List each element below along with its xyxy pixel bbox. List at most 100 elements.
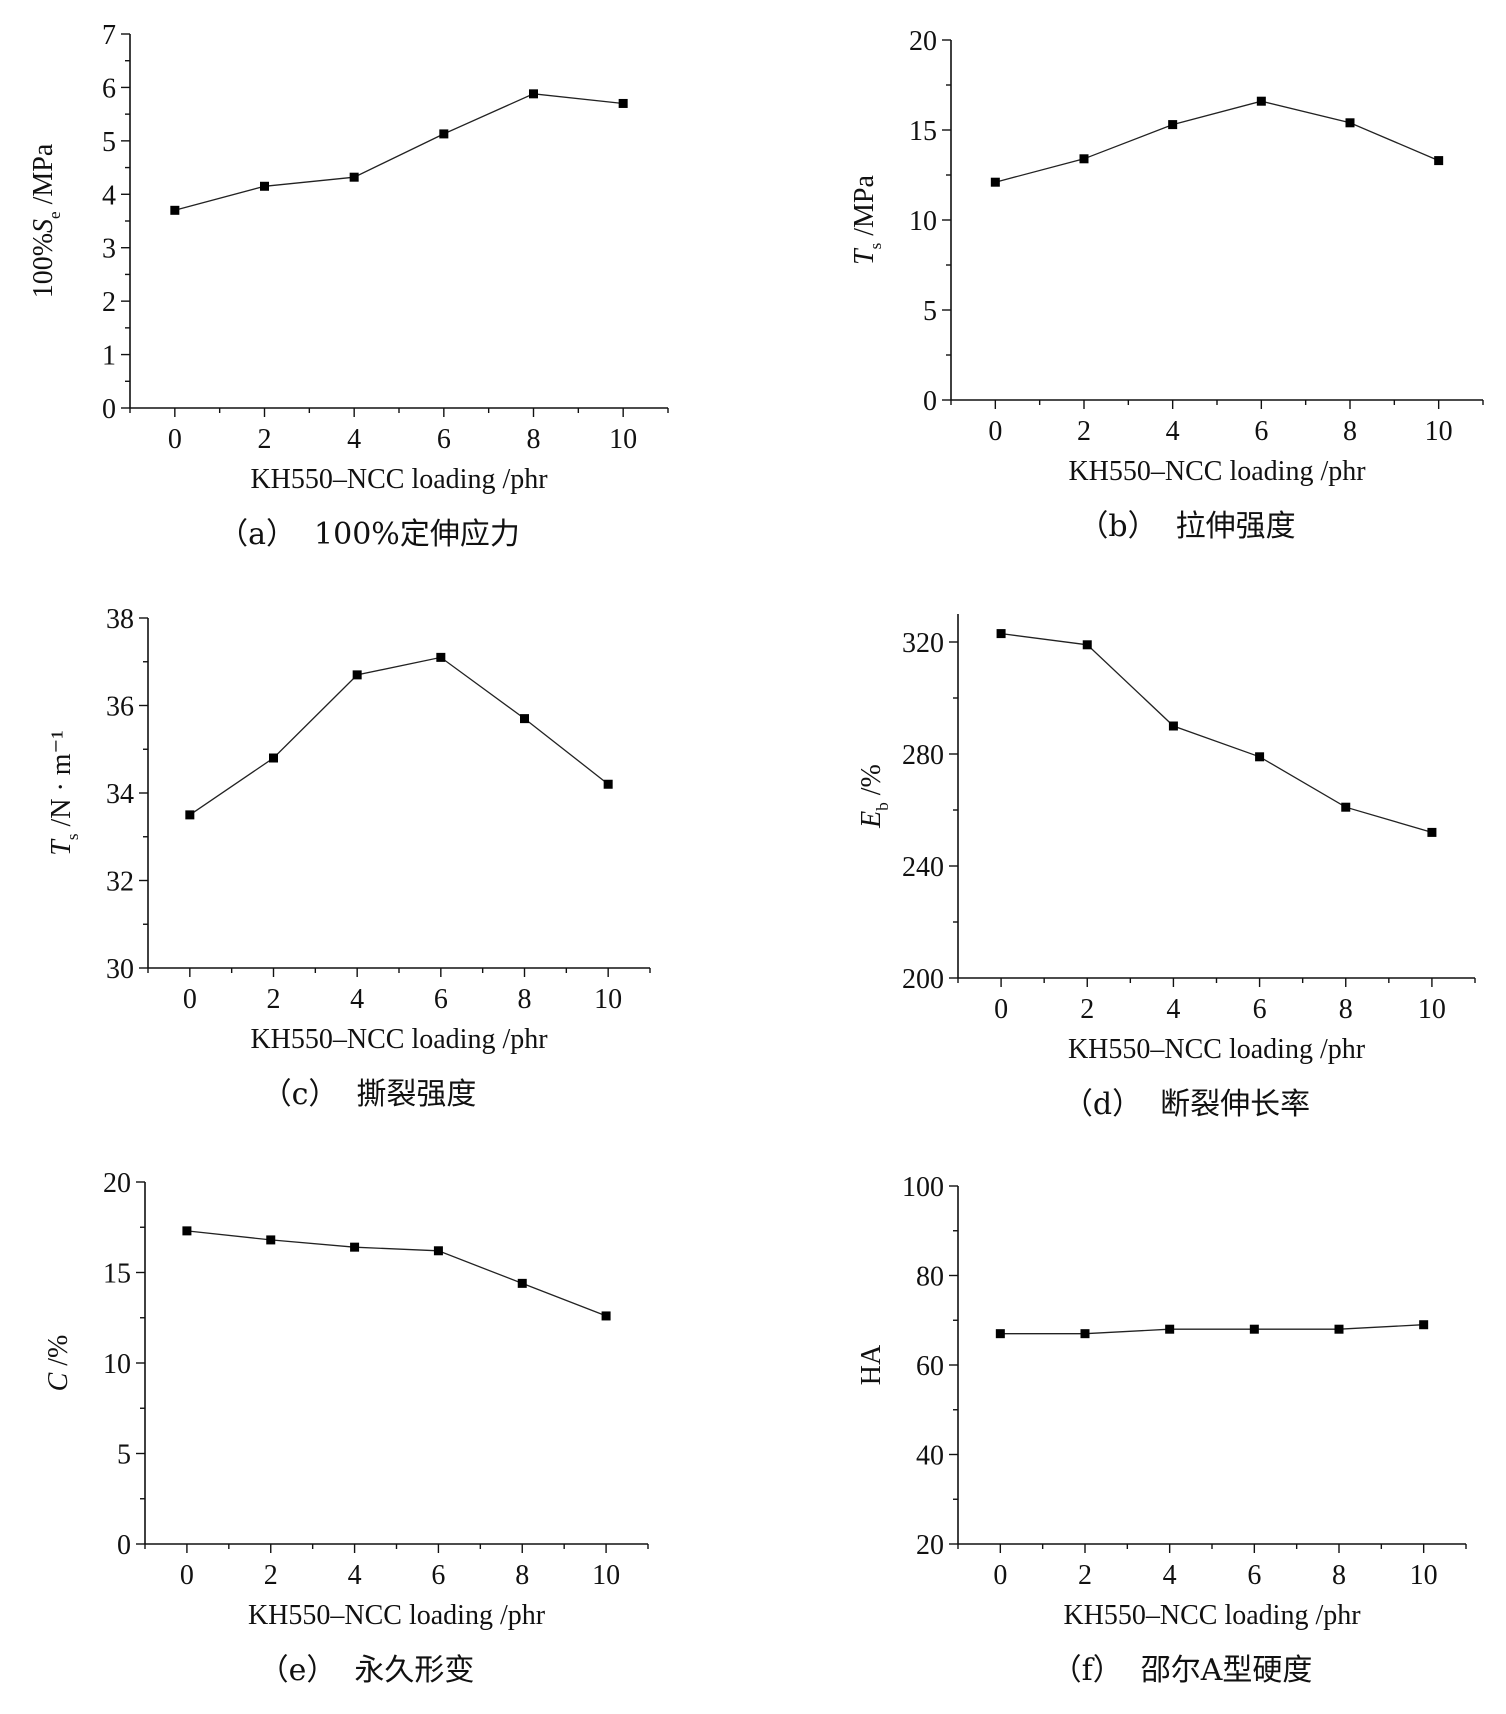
chart-panel-e: 0 5 10 15 20 0 2 4 6 8 10 KH550–NCC loading /phr C /…	[0, 1142, 753, 1713]
y-tick-label: 36	[106, 692, 134, 723]
x-tick-label: 10	[592, 1560, 620, 1591]
y-tick-label: 3	[102, 234, 116, 265]
x-tick-label: 2	[1080, 994, 1094, 1025]
x-tick-label: 0	[988, 416, 1002, 447]
y-tick-label: 10	[909, 206, 937, 237]
y-axis-label: 100%Se /MPa	[28, 143, 64, 298]
y-axis-label: HA	[856, 1344, 887, 1385]
y-axis-label: Eb /%	[856, 764, 892, 829]
y-tick-label: 40	[916, 1441, 944, 1472]
x-tick-label: 10	[609, 424, 637, 455]
x-tick-label: 8	[1339, 994, 1353, 1025]
chart-panel-d: 200 240 280 320 0 2 4 6 8 10 KH550–NCC loading /ph…	[753, 571, 1506, 1142]
x-tick-label: 0	[180, 1560, 194, 1591]
data-point	[1080, 1329, 1090, 1339]
data-point	[990, 177, 1000, 187]
series-line	[995, 100, 1439, 183]
x-tick-label: 0	[183, 984, 197, 1015]
x-tick-label: 8	[1332, 1560, 1346, 1591]
data-point	[266, 1235, 276, 1245]
y-tick-label: 2	[102, 287, 116, 318]
y-tick-label: 60	[916, 1351, 944, 1382]
x-tick-label: 4	[350, 984, 364, 1015]
y-tick-label: 1	[102, 341, 116, 372]
x-tick-label: 2	[1078, 1560, 1092, 1591]
x-tick-label: 6	[1254, 416, 1268, 447]
series-line	[174, 93, 624, 211]
panel-caption: （d） 断裂伸长率	[1063, 1087, 1310, 1122]
chart-panel-f: 20 40 60 80 100 0 2 4 6 8 10 KH550–NCC loading /phr…	[753, 1142, 1506, 1713]
y-tick-label: 5	[923, 296, 937, 327]
x-tick-label: 6	[1253, 994, 1267, 1025]
x-tick-label: 6	[437, 424, 451, 455]
data-point	[601, 1311, 611, 1321]
data-point	[520, 714, 529, 724]
data-point	[1419, 1320, 1429, 1330]
data-point	[603, 779, 613, 789]
series-line	[1001, 632, 1433, 834]
y-tick-label: 240	[902, 852, 944, 883]
data-point	[1249, 1324, 1259, 1334]
panel-caption: （c） 撕裂强度	[262, 1077, 477, 1112]
y-tick-label: 4	[102, 180, 116, 211]
x-axis-label: KH550–NCC loading /phr	[250, 1024, 548, 1055]
series-line	[189, 656, 609, 816]
data-point	[529, 89, 538, 99]
panel-caption: （b） 拉伸强度	[1078, 509, 1295, 544]
y-tick-label: 15	[103, 1259, 131, 1290]
x-tick-label: 8	[518, 984, 532, 1015]
data-point	[517, 1278, 527, 1288]
x-axis-label: KH550–NCC loading /phr	[250, 464, 548, 495]
x-tick-label: 2	[267, 984, 281, 1015]
chart-svg: 200 240 280 320 0 2 4 6 8 10 KH550–NCC loading /ph…	[856, 614, 1476, 1122]
x-axis-label: KH550–NCC loading /phr	[1068, 456, 1366, 487]
data-point	[352, 670, 362, 680]
data-point	[995, 1329, 1005, 1339]
x-tick-label: 4	[1163, 1560, 1177, 1591]
y-tick-label: 320	[902, 628, 944, 659]
x-tick-label: 10	[1418, 994, 1446, 1025]
data-point	[269, 753, 278, 763]
data-point	[1168, 721, 1178, 731]
data-point	[1079, 154, 1089, 164]
data-point	[260, 181, 269, 191]
data-point	[182, 1226, 192, 1236]
y-tick-label: 20	[909, 26, 937, 57]
data-point	[1168, 120, 1178, 130]
x-tick-label: 8	[515, 1560, 529, 1591]
data-point	[1427, 827, 1437, 837]
y-tick-label: 30	[106, 954, 134, 985]
data-point	[1345, 118, 1355, 128]
panel-caption: （f） 邵尔A型硬度	[1052, 1653, 1313, 1688]
data-point	[996, 629, 1006, 639]
data-point	[1256, 96, 1266, 106]
data-point	[1082, 640, 1092, 650]
x-axis-label: KH550–NCC loading /phr	[248, 1600, 546, 1631]
data-point	[436, 652, 446, 662]
chart-panel-b: 0 5 10 15 20 0 2 4 6 8 10 KH550–NCC loading /phr Ts …	[753, 0, 1506, 571]
x-tick-label: 0	[168, 424, 182, 455]
chart-svg: 0 5 10 15 20 0 2 4 6 8 10 KH550–NCC loading /phr Ts …	[849, 26, 1484, 544]
x-axis-label: KH550–NCC loading /phr	[1063, 1600, 1361, 1631]
x-tick-label: 4	[348, 1560, 362, 1591]
data-point	[1341, 802, 1351, 812]
x-tick-label: 0	[993, 1560, 1007, 1591]
chart-panel-a: 0 1 2 3 4 5 6 7 0 2 4 6 8 10 KH550–NCC loading /phr 100…	[0, 0, 753, 571]
panel-caption: （e） 永久形变	[259, 1653, 475, 1688]
y-axis-label: Ts /N · m⁻¹	[46, 730, 82, 855]
x-tick-label: 0	[994, 994, 1008, 1025]
x-tick-label: 2	[264, 1560, 278, 1591]
data-point	[1334, 1324, 1344, 1334]
x-tick-label: 2	[1077, 416, 1091, 447]
y-tick-label: 100	[902, 1172, 944, 1203]
series-line	[186, 1230, 607, 1317]
y-tick-label: 5	[102, 127, 116, 158]
y-axis-label: C /%	[43, 1335, 74, 1392]
data-point	[433, 1246, 443, 1256]
data-point	[350, 1242, 360, 1252]
y-tick-label: 5	[117, 1440, 131, 1471]
y-tick-label: 80	[916, 1262, 944, 1293]
y-tick-label: 15	[909, 116, 937, 147]
data-point	[349, 172, 359, 182]
x-tick-label: 10	[594, 984, 622, 1015]
